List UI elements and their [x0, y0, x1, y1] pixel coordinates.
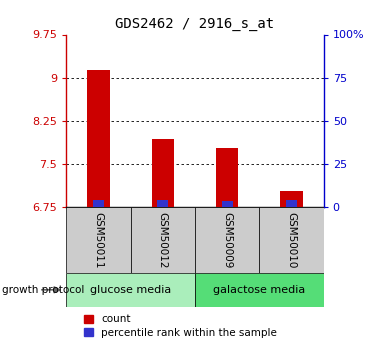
- Bar: [222, 201, 233, 207]
- Bar: [66, 207, 131, 273]
- Bar: [157, 200, 168, 207]
- Bar: [216, 148, 238, 207]
- Text: growth protocol: growth protocol: [2, 285, 84, 295]
- Bar: [195, 273, 324, 307]
- Bar: [259, 207, 324, 273]
- Bar: [131, 207, 195, 273]
- Bar: [87, 70, 110, 207]
- Bar: [280, 191, 303, 207]
- Text: GSM50011: GSM50011: [94, 211, 103, 268]
- Title: GDS2462 / 2916_s_at: GDS2462 / 2916_s_at: [115, 17, 275, 31]
- Bar: [66, 273, 195, 307]
- Legend: count, percentile rank within the sample: count, percentile rank within the sample: [84, 314, 277, 338]
- Text: galactose media: galactose media: [213, 285, 305, 295]
- Bar: [286, 200, 297, 207]
- Text: glucose media: glucose media: [90, 285, 171, 295]
- Bar: [93, 200, 104, 207]
- Bar: [195, 207, 259, 273]
- Bar: [152, 139, 174, 207]
- Text: GSM50010: GSM50010: [287, 211, 296, 268]
- Text: GSM50012: GSM50012: [158, 211, 168, 268]
- Text: GSM50009: GSM50009: [222, 211, 232, 268]
